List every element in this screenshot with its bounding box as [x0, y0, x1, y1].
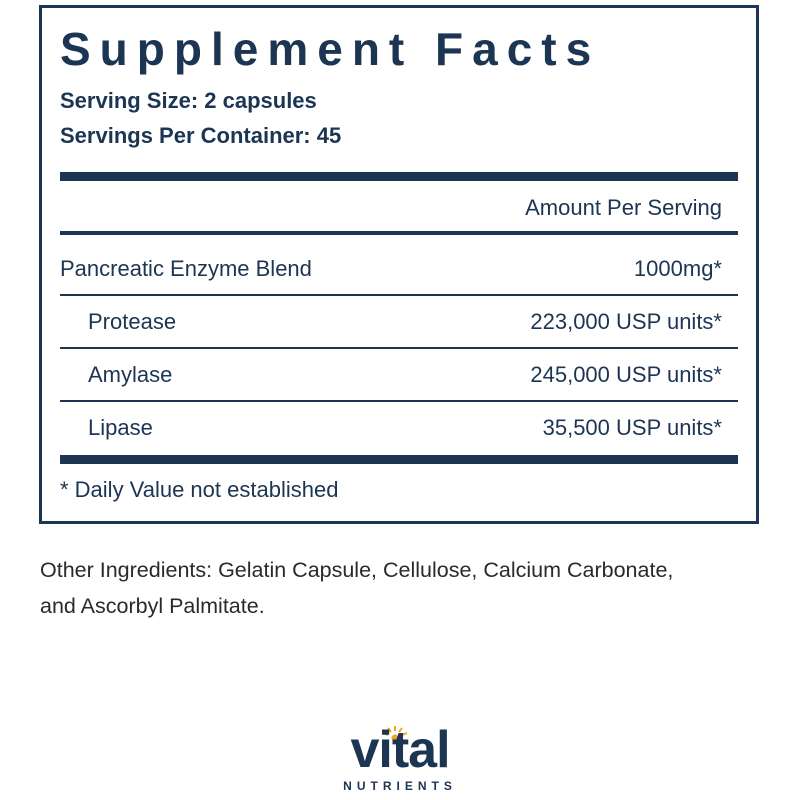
footnote: * Daily Value not established — [60, 477, 339, 502]
amount: 1000mg* — [633, 256, 722, 281]
ingredient: Pancreatic Enzyme Blend — [60, 256, 312, 281]
other-ingredients: Other Ingredients: Gelatin Capsule, Cell… — [40, 558, 674, 582]
row-rule — [60, 400, 738, 402]
amount: 35,500 USP units* — [542, 415, 722, 440]
column-header: Amount Per Serving — [525, 195, 722, 220]
ingredient: Amylase — [88, 362, 173, 387]
table-row: Lipase 35,500 USP units* — [60, 415, 722, 445]
logo-tagline: NUTRIENTS — [343, 779, 457, 793]
serving-size: Serving Size: 2 capsules — [60, 88, 317, 113]
amount: 245,000 USP units* — [530, 362, 722, 387]
medium-rule — [60, 231, 738, 235]
servings-per-container: Servings Per Container: 45 — [60, 123, 342, 148]
logo-name: vital — [350, 721, 450, 779]
ingredient: Lipase — [88, 415, 153, 440]
amount: 223,000 USP units* — [530, 309, 722, 334]
logo-sun — [382, 726, 408, 740]
thick-rule — [60, 172, 738, 181]
table-row: Protease 223,000 USP units* — [60, 309, 722, 339]
row-rule — [60, 294, 738, 296]
table-row: Pancreatic Enzyme Blend 1000mg* — [60, 256, 722, 286]
facts-panel — [39, 5, 759, 524]
ingredient: Protease — [88, 309, 177, 334]
row-rule — [60, 347, 738, 349]
table-row: Amylase 245,000 USP units* — [60, 362, 722, 392]
thick-rule — [60, 455, 738, 464]
other-ingredients: and Ascorbyl Palmitate. — [40, 594, 265, 618]
title: Supplement Facts — [60, 23, 601, 75]
